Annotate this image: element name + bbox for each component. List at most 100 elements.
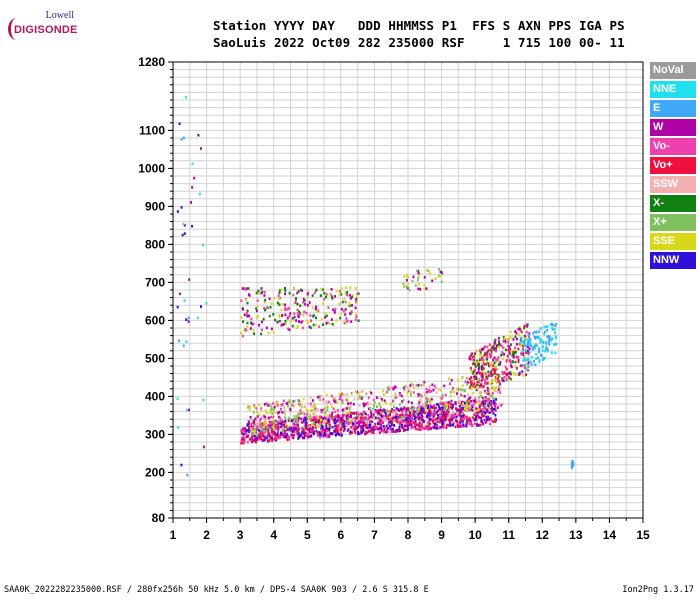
echo-point	[352, 428, 355, 431]
echo-point	[325, 427, 327, 431]
echo-point	[406, 417, 409, 420]
echo-point	[256, 425, 259, 429]
echo-point	[330, 415, 333, 419]
echo-point	[472, 358, 475, 361]
echo-point	[310, 404, 313, 408]
echo-point	[538, 330, 541, 333]
echo-point	[250, 317, 253, 321]
echo-point	[184, 96, 187, 99]
echo-point	[284, 286, 286, 290]
echo-point	[301, 434, 304, 437]
echo-point	[461, 384, 464, 388]
echo-point	[477, 408, 480, 411]
echo-point	[468, 418, 471, 421]
echo-point	[357, 417, 360, 421]
echo-point	[290, 426, 292, 430]
echo-point	[308, 325, 311, 329]
echo-point	[292, 404, 295, 408]
echo-point	[365, 417, 368, 420]
y-tick-label: 200	[145, 465, 165, 479]
echo-point	[468, 355, 471, 359]
echo-point	[526, 325, 529, 328]
echo-point	[496, 373, 499, 377]
echo-point	[434, 277, 437, 280]
echo-point	[525, 351, 528, 354]
echo-point	[538, 360, 541, 364]
echo-point	[275, 402, 277, 406]
echo-point	[310, 409, 313, 412]
echo-point	[274, 432, 277, 435]
echo-point	[527, 340, 530, 343]
echo-point	[304, 418, 307, 422]
y-tick-label: 600	[145, 313, 165, 327]
echo-point	[301, 289, 304, 292]
echo-point	[329, 293, 332, 297]
echo-point	[487, 404, 490, 407]
echo-point	[441, 406, 444, 409]
cluster-isolated-echo	[570, 459, 575, 470]
echo-point	[257, 432, 260, 436]
echo-point	[288, 307, 290, 310]
echo-point	[205, 302, 208, 305]
echo-point	[372, 425, 375, 429]
echo-point	[534, 343, 537, 347]
echo-point	[328, 422, 330, 426]
echo-point	[494, 406, 497, 409]
echo-point	[389, 412, 392, 416]
echo-point	[309, 402, 312, 406]
echo-point	[417, 271, 420, 275]
echo-point	[492, 397, 495, 400]
header-field-values: SaoLuis 2022 Oct09 282 235000 RSF 1 715 …	[213, 35, 625, 50]
echo-point	[515, 332, 518, 335]
echo-point	[405, 424, 408, 427]
echo-point	[365, 421, 368, 424]
echo-point	[248, 293, 251, 296]
echo-point	[324, 312, 327, 315]
echo-point	[356, 414, 359, 417]
echo-point	[470, 407, 473, 411]
echo-point	[546, 325, 549, 329]
echo-point	[270, 406, 273, 410]
echo-point	[346, 319, 349, 323]
echo-point	[305, 416, 308, 420]
echo-point	[379, 427, 381, 431]
echo-point	[530, 355, 533, 359]
echo-point	[254, 428, 257, 431]
echo-point	[485, 375, 488, 379]
echo-point	[287, 424, 290, 428]
echo-point	[395, 413, 398, 416]
echo-point	[348, 420, 351, 423]
echo-point	[406, 420, 409, 423]
echo-point	[300, 406, 303, 409]
echo-point	[409, 422, 412, 426]
echo-point	[347, 428, 350, 431]
echo-point	[330, 413, 333, 417]
echo-point	[289, 429, 292, 433]
echo-point	[510, 365, 513, 369]
echo-point	[390, 428, 393, 432]
echo-point	[423, 391, 426, 395]
echo-point	[402, 427, 405, 430]
echo-point	[267, 404, 270, 407]
echo-point	[523, 366, 526, 369]
echo-point	[321, 416, 324, 420]
echo-point	[416, 278, 419, 282]
echo-point	[438, 420, 441, 424]
echo-point	[279, 425, 282, 429]
echo-point	[373, 404, 375, 407]
echo-point	[494, 417, 497, 421]
echo-point	[413, 417, 416, 421]
echo-point	[311, 426, 314, 430]
echo-point	[522, 351, 525, 355]
echo-point	[270, 327, 273, 331]
echo-point	[482, 402, 485, 405]
echo-point	[533, 345, 536, 348]
echo-point	[301, 320, 304, 323]
echo-point	[476, 383, 479, 387]
echo-point	[405, 409, 408, 412]
echo-point	[267, 331, 270, 335]
echo-point	[384, 414, 387, 417]
echo-point	[370, 409, 372, 413]
echo-point	[402, 386, 405, 390]
echo-point	[380, 415, 383, 418]
